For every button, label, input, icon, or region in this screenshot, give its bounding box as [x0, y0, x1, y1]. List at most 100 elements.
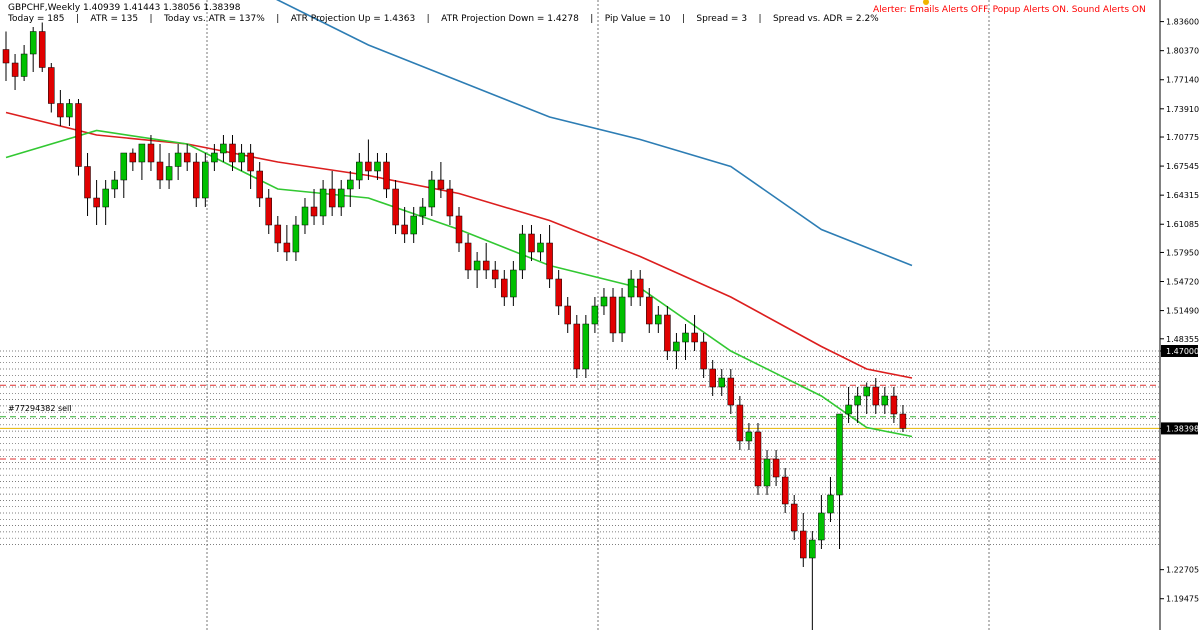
price-tag — [1161, 422, 1198, 435]
bull-candle — [202, 153, 209, 207]
bear-candle — [147, 135, 155, 171]
alerter-status: Alerter: Emails Alerts OFF. Popup Alerts… — [873, 5, 1146, 15]
candle-body — [193, 161, 200, 199]
price-tick-label: 1.47000 — [1166, 347, 1199, 356]
bull-candle — [718, 369, 725, 396]
candle-body — [256, 170, 263, 199]
bull-candle — [682, 324, 689, 360]
bull-candle — [410, 207, 417, 243]
candle-body — [519, 233, 526, 271]
candle-body — [754, 431, 762, 487]
bear-candle — [84, 153, 91, 216]
candle-body — [410, 215, 417, 235]
bull-candle — [582, 315, 590, 378]
candle-body — [618, 296, 626, 334]
bear-candle — [890, 387, 898, 423]
candle-body — [836, 413, 843, 496]
candle-body — [673, 341, 680, 352]
ma-fast-line — [5, 129, 913, 438]
bull-candle — [618, 288, 626, 342]
candle-body — [745, 431, 753, 442]
candle-body — [818, 512, 825, 541]
bear-candle — [636, 270, 644, 306]
bear-candle — [573, 315, 581, 378]
candle-body — [473, 260, 481, 271]
bull-candle — [301, 198, 309, 234]
bear-candle — [501, 270, 508, 306]
bear-candle — [310, 189, 318, 225]
bear-candle — [664, 306, 671, 360]
price-tick-label: 1.61085 — [1166, 220, 1199, 229]
candle-body — [564, 305, 571, 325]
order-label[interactable]: #77294382 sell — [8, 404, 72, 413]
candle-body — [772, 458, 780, 478]
bull-candle — [655, 306, 662, 333]
candle-body — [337, 188, 345, 208]
candle-body — [827, 494, 834, 514]
candle-body — [220, 143, 227, 154]
candle-body — [428, 179, 436, 208]
candle-body — [211, 152, 218, 163]
bull-candle — [627, 270, 635, 306]
bear-candle — [446, 180, 454, 225]
price-levels — [0, 350, 1160, 545]
bull-candle — [827, 477, 834, 522]
candle-body — [809, 539, 816, 559]
bear-candle — [383, 153, 390, 198]
ma-slow-line — [276, 0, 913, 267]
price-tick-label: 1.67545 — [1166, 162, 1199, 171]
bear-candle — [274, 216, 282, 252]
candle-body — [265, 197, 272, 226]
bull-candle — [510, 261, 517, 306]
candle-body — [347, 179, 354, 190]
candle-body — [546, 242, 553, 280]
candle-body — [718, 377, 725, 388]
candle-body — [691, 332, 698, 343]
candle-body — [573, 323, 581, 370]
bull-candle — [419, 198, 427, 225]
candle-body — [120, 152, 128, 181]
bear-candle — [183, 144, 191, 171]
candle-body — [84, 166, 91, 199]
price-tick-label: 1.77140 — [1166, 76, 1199, 85]
bull-candle — [356, 153, 363, 189]
price-tick-label: 1.64315 — [1166, 191, 1199, 200]
bull-candle — [763, 450, 771, 495]
candle-body — [129, 152, 137, 163]
candle-body — [636, 278, 644, 298]
candle-body — [111, 179, 118, 190]
candle-body — [899, 413, 907, 429]
bear-candle — [2, 31, 10, 81]
bull-candle — [845, 387, 852, 423]
period-separators — [206, 0, 990, 630]
bull-candle — [863, 382, 870, 414]
price-tag — [1161, 345, 1198, 357]
candle-body — [20, 53, 28, 77]
bear-candle — [229, 135, 236, 171]
bell-icon[interactable] — [923, 0, 929, 5]
candle-body — [854, 395, 861, 406]
candle-body — [301, 206, 309, 226]
candle-body — [319, 188, 327, 217]
candle-body — [392, 188, 399, 226]
bear-candle — [491, 261, 499, 288]
bull-candle — [809, 531, 816, 630]
candle-body — [75, 103, 82, 167]
bull-candle — [519, 225, 526, 279]
bear-candle — [754, 423, 762, 495]
price-tick-label: 1.38398 — [1166, 424, 1199, 433]
bear-candle — [736, 396, 744, 450]
candle-body — [29, 31, 37, 55]
bear-candle — [129, 148, 137, 171]
candle-body — [464, 242, 472, 271]
candle-body — [800, 530, 807, 559]
candle-body — [138, 143, 146, 163]
plot-area — [0, 0, 1160, 630]
candle-body — [582, 323, 590, 370]
bear-candle — [247, 144, 254, 189]
candle-body — [863, 386, 870, 397]
bull-candle — [347, 171, 354, 207]
price-tick-label: 1.80370 — [1166, 47, 1199, 56]
